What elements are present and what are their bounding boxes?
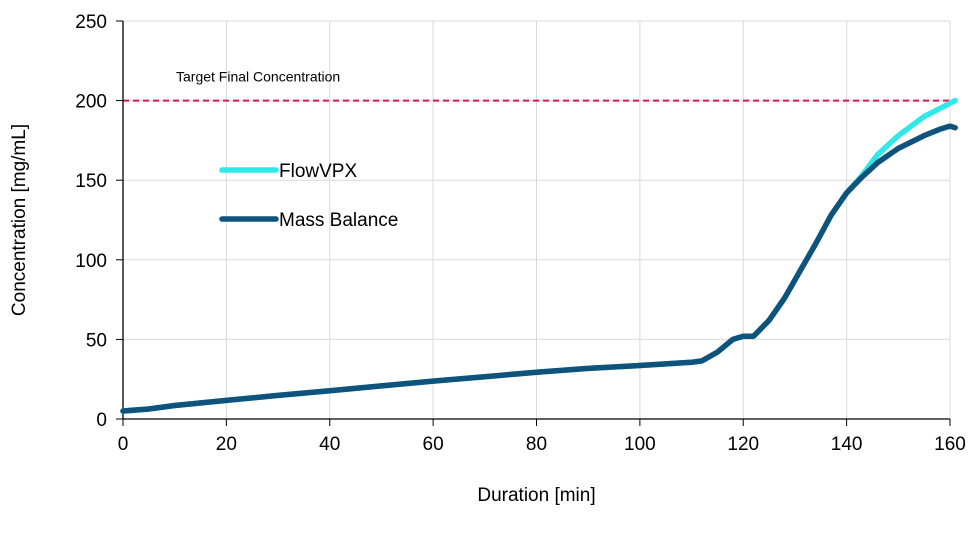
series-lines [120, 97, 958, 414]
x-tick-label: 140 [831, 434, 863, 455]
tick-marks: 0 20 40 60 80 100 120 140 160 0 50 100 150 200 250 [75, 12, 966, 455]
x-tick-label: 100 [624, 434, 656, 455]
legend: FlowVPX Mass Balance [219, 161, 398, 231]
y-axis-title: Concentration [mg/mL] [9, 124, 30, 316]
x-tick-label: 80 [526, 434, 547, 455]
y-tick-label: 250 [75, 12, 107, 33]
y-tick-label: 200 [75, 92, 107, 113]
y-tick-label: 50 [86, 330, 107, 351]
series-line-flowvpx [120, 97, 958, 414]
x-tick-label: 40 [319, 434, 340, 455]
x-tick-label: 20 [216, 434, 237, 455]
target-label: Target Final Concentration [176, 69, 340, 85]
target-reference: Target Final Concentration [123, 69, 950, 102]
x-tick-label: 120 [727, 434, 759, 455]
grid-lines [123, 20, 951, 419]
x-tick-label: 160 [934, 434, 966, 455]
y-tick-label: 0 [96, 410, 107, 431]
x-tick-label: 0 [118, 434, 129, 455]
legend-label: Mass Balance [279, 210, 398, 231]
series-line-mass-balance [120, 123, 958, 414]
x-axis-title: Duration [min] [477, 485, 595, 506]
x-tick-label: 60 [423, 434, 444, 455]
legend-label: FlowVPX [279, 161, 357, 182]
y-tick-label: 100 [75, 251, 107, 272]
y-tick-label: 150 [75, 171, 107, 192]
